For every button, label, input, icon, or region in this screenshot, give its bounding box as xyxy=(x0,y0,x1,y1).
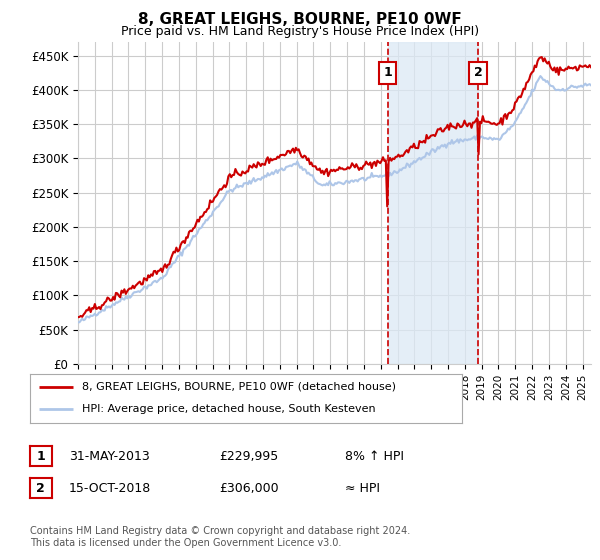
Text: £229,995: £229,995 xyxy=(219,450,278,463)
Text: Contains HM Land Registry data © Crown copyright and database right 2024.
This d: Contains HM Land Registry data © Crown c… xyxy=(30,526,410,548)
Text: ≈ HPI: ≈ HPI xyxy=(345,482,380,495)
Text: 8, GREAT LEIGHS, BOURNE, PE10 0WF (detached house): 8, GREAT LEIGHS, BOURNE, PE10 0WF (detac… xyxy=(82,382,396,392)
Text: Price paid vs. HM Land Registry's House Price Index (HPI): Price paid vs. HM Land Registry's House … xyxy=(121,25,479,38)
Text: 8, GREAT LEIGHS, BOURNE, PE10 0WF: 8, GREAT LEIGHS, BOURNE, PE10 0WF xyxy=(138,12,462,27)
Bar xyxy=(388,42,478,364)
Text: £306,000: £306,000 xyxy=(219,482,278,495)
Text: 2: 2 xyxy=(474,66,482,80)
Text: 31-MAY-2013: 31-MAY-2013 xyxy=(69,450,150,463)
Text: 15-OCT-2018: 15-OCT-2018 xyxy=(69,482,151,495)
Text: 2: 2 xyxy=(37,482,45,495)
Text: 1: 1 xyxy=(37,450,45,463)
Text: HPI: Average price, detached house, South Kesteven: HPI: Average price, detached house, Sout… xyxy=(82,404,376,414)
Text: 1: 1 xyxy=(383,66,392,80)
Text: 8% ↑ HPI: 8% ↑ HPI xyxy=(345,450,404,463)
